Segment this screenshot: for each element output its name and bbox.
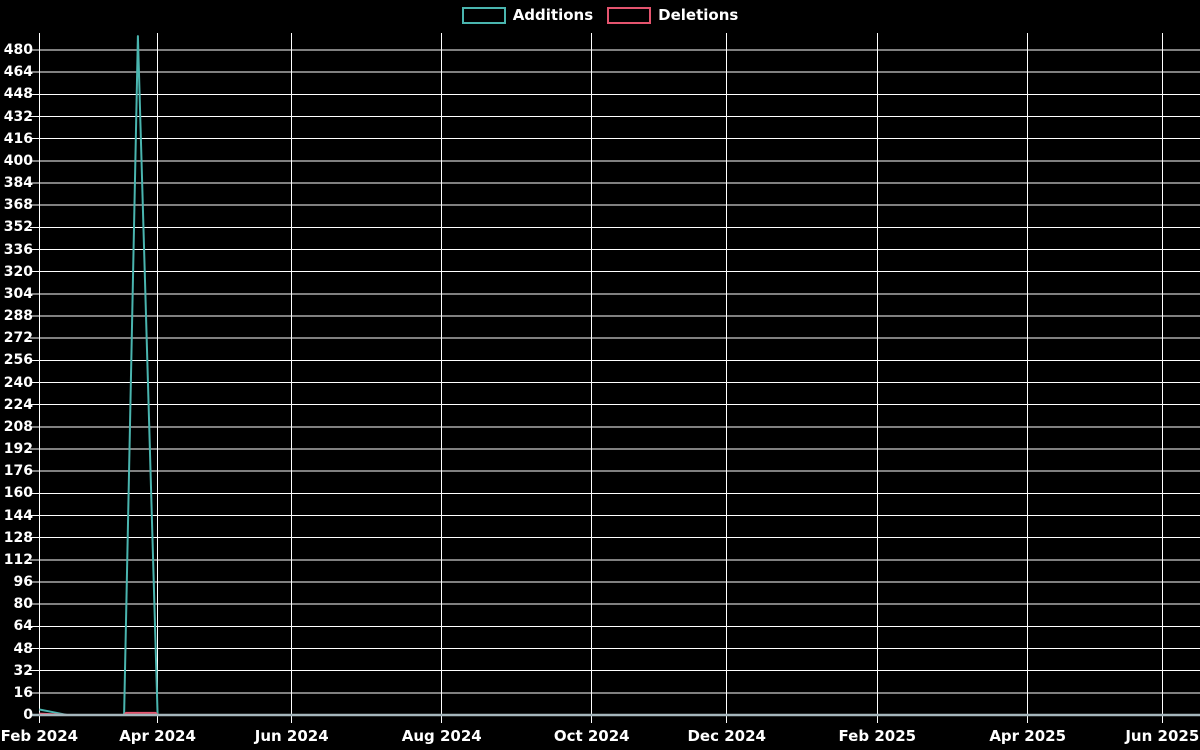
y-tick-label-464: 464 <box>3 64 33 81</box>
x-tick-label-jun-2025: Jun 2025 <box>1125 727 1200 745</box>
x-tick-label-apr-2025: Apr 2025 <box>989 727 1067 745</box>
y-tick-label-448: 448 <box>3 86 33 103</box>
legend-label-additions: Additions <box>512 6 594 24</box>
y-tick-label-320: 320 <box>3 263 33 280</box>
y-tick-label-240: 240 <box>3 374 33 391</box>
y-tick-label-176: 176 <box>3 463 33 480</box>
x-tick-label-aug-2024: Aug 2024 <box>401 727 482 745</box>
y-tick-label-16: 16 <box>13 684 33 701</box>
y-tick-label-304: 304 <box>3 285 33 302</box>
chart-legend: Additions Deletions <box>0 7 1200 24</box>
y-tick-label-144: 144 <box>3 507 33 524</box>
y-tick-label-208: 208 <box>3 418 33 435</box>
x-tick-label-jun-2024: Jun 2024 <box>254 727 329 745</box>
y-tick-label-352: 352 <box>3 219 33 236</box>
y-tick-label-64: 64 <box>13 618 33 635</box>
x-tick-label-feb-2024: Feb 2024 <box>0 727 79 745</box>
y-tick-label-192: 192 <box>3 441 33 457</box>
legend-label-deletions: Deletions <box>658 6 739 24</box>
y-tick-label-272: 272 <box>3 330 33 347</box>
legend-item-additions[interactable]: Additions <box>461 6 594 24</box>
y-tick-label-368: 368 <box>3 197 33 214</box>
additions-swatch-icon <box>461 7 506 24</box>
y-tick-label-288: 288 <box>3 308 33 324</box>
y-tick-label-384: 384 <box>3 175 33 191</box>
x-tick-label-feb-2025: Feb 2025 <box>838 727 917 745</box>
y-tick-label-400: 400 <box>3 152 33 169</box>
y-tick-label-112: 112 <box>3 551 33 568</box>
y-tick-label-0: 0 <box>23 707 33 723</box>
y-tick-label-480: 480 <box>3 42 33 58</box>
x-tick-label-apr-2024: Apr 2024 <box>119 727 196 745</box>
y-tick-label-416: 416 <box>3 130 33 147</box>
y-tick-label-48: 48 <box>13 640 33 657</box>
x-tick-label-dec-2024: Dec 2024 <box>687 727 766 745</box>
y-tick-label-256: 256 <box>3 352 33 369</box>
y-tick-label-160: 160 <box>3 485 33 502</box>
deletions-swatch-icon <box>607 7 652 24</box>
y-tick-label-336: 336 <box>3 241 33 258</box>
legend-item-deletions[interactable]: Deletions <box>607 7 738 24</box>
y-tick-label-80: 80 <box>13 596 33 613</box>
y-tick-label-32: 32 <box>13 662 33 679</box>
series-line-additions <box>39 35 1200 716</box>
y-tick-label-96: 96 <box>13 574 33 590</box>
y-tick-label-128: 128 <box>3 529 33 546</box>
x-tick-label-oct-2024: Oct 2024 <box>553 727 630 745</box>
y-tick-label-224: 224 <box>3 396 33 413</box>
y-tick-label-432: 432 <box>3 108 33 125</box>
